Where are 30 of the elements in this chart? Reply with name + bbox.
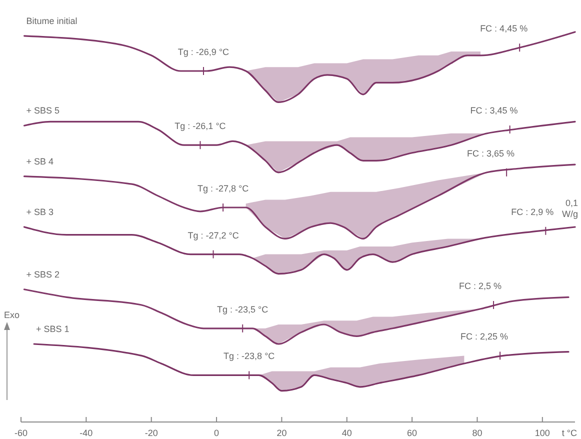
- series-label: Bitume initial: [26, 16, 78, 26]
- x-tick-label: 80: [472, 428, 482, 438]
- series-label: + SB 4: [26, 156, 54, 166]
- series-label: + SB 3: [26, 207, 54, 217]
- text: Exo: [4, 310, 20, 320]
- annotation: FC : 4,45 %: [480, 24, 528, 34]
- annotation: Tg : -26,1 °C: [174, 121, 226, 132]
- x-tick-label: 40: [342, 428, 352, 438]
- x-tick-label: 20: [276, 428, 287, 438]
- series-label: + SBS 5: [26, 106, 60, 116]
- annotation: Tg : -27,2 °C: [188, 230, 240, 240]
- annotation: Tg : -23,8 °C: [224, 351, 276, 362]
- x-tick-label: -40: [80, 428, 93, 438]
- annotation: FC : 3,45 %: [470, 106, 518, 116]
- x-tick-label: 100: [534, 428, 550, 438]
- series-label: + SBS 2: [26, 269, 60, 280]
- annotation: FC : 3,65 %: [467, 148, 515, 158]
- x-tick-label: 60: [407, 428, 418, 438]
- annotation: Tg : -27,8 °C: [197, 184, 250, 194]
- annotation: FC : 2,9 %: [511, 206, 554, 217]
- x-tick-label: -20: [144, 428, 158, 438]
- x-tick-label: 0: [214, 428, 220, 438]
- annotation: FC : 2,25 %: [460, 332, 508, 342]
- annotation: FC : 2,5 %: [459, 281, 502, 291]
- x-axis-title: t °C: [562, 428, 578, 438]
- series-label: + SBS 1: [36, 324, 70, 334]
- annotation: Tg : -23,5 °C: [217, 304, 269, 314]
- annotation: 0,1 W/g: [562, 198, 578, 219]
- annotation: Tg : -26,9 °C: [178, 47, 230, 57]
- x-tick-label: -60: [14, 428, 28, 438]
